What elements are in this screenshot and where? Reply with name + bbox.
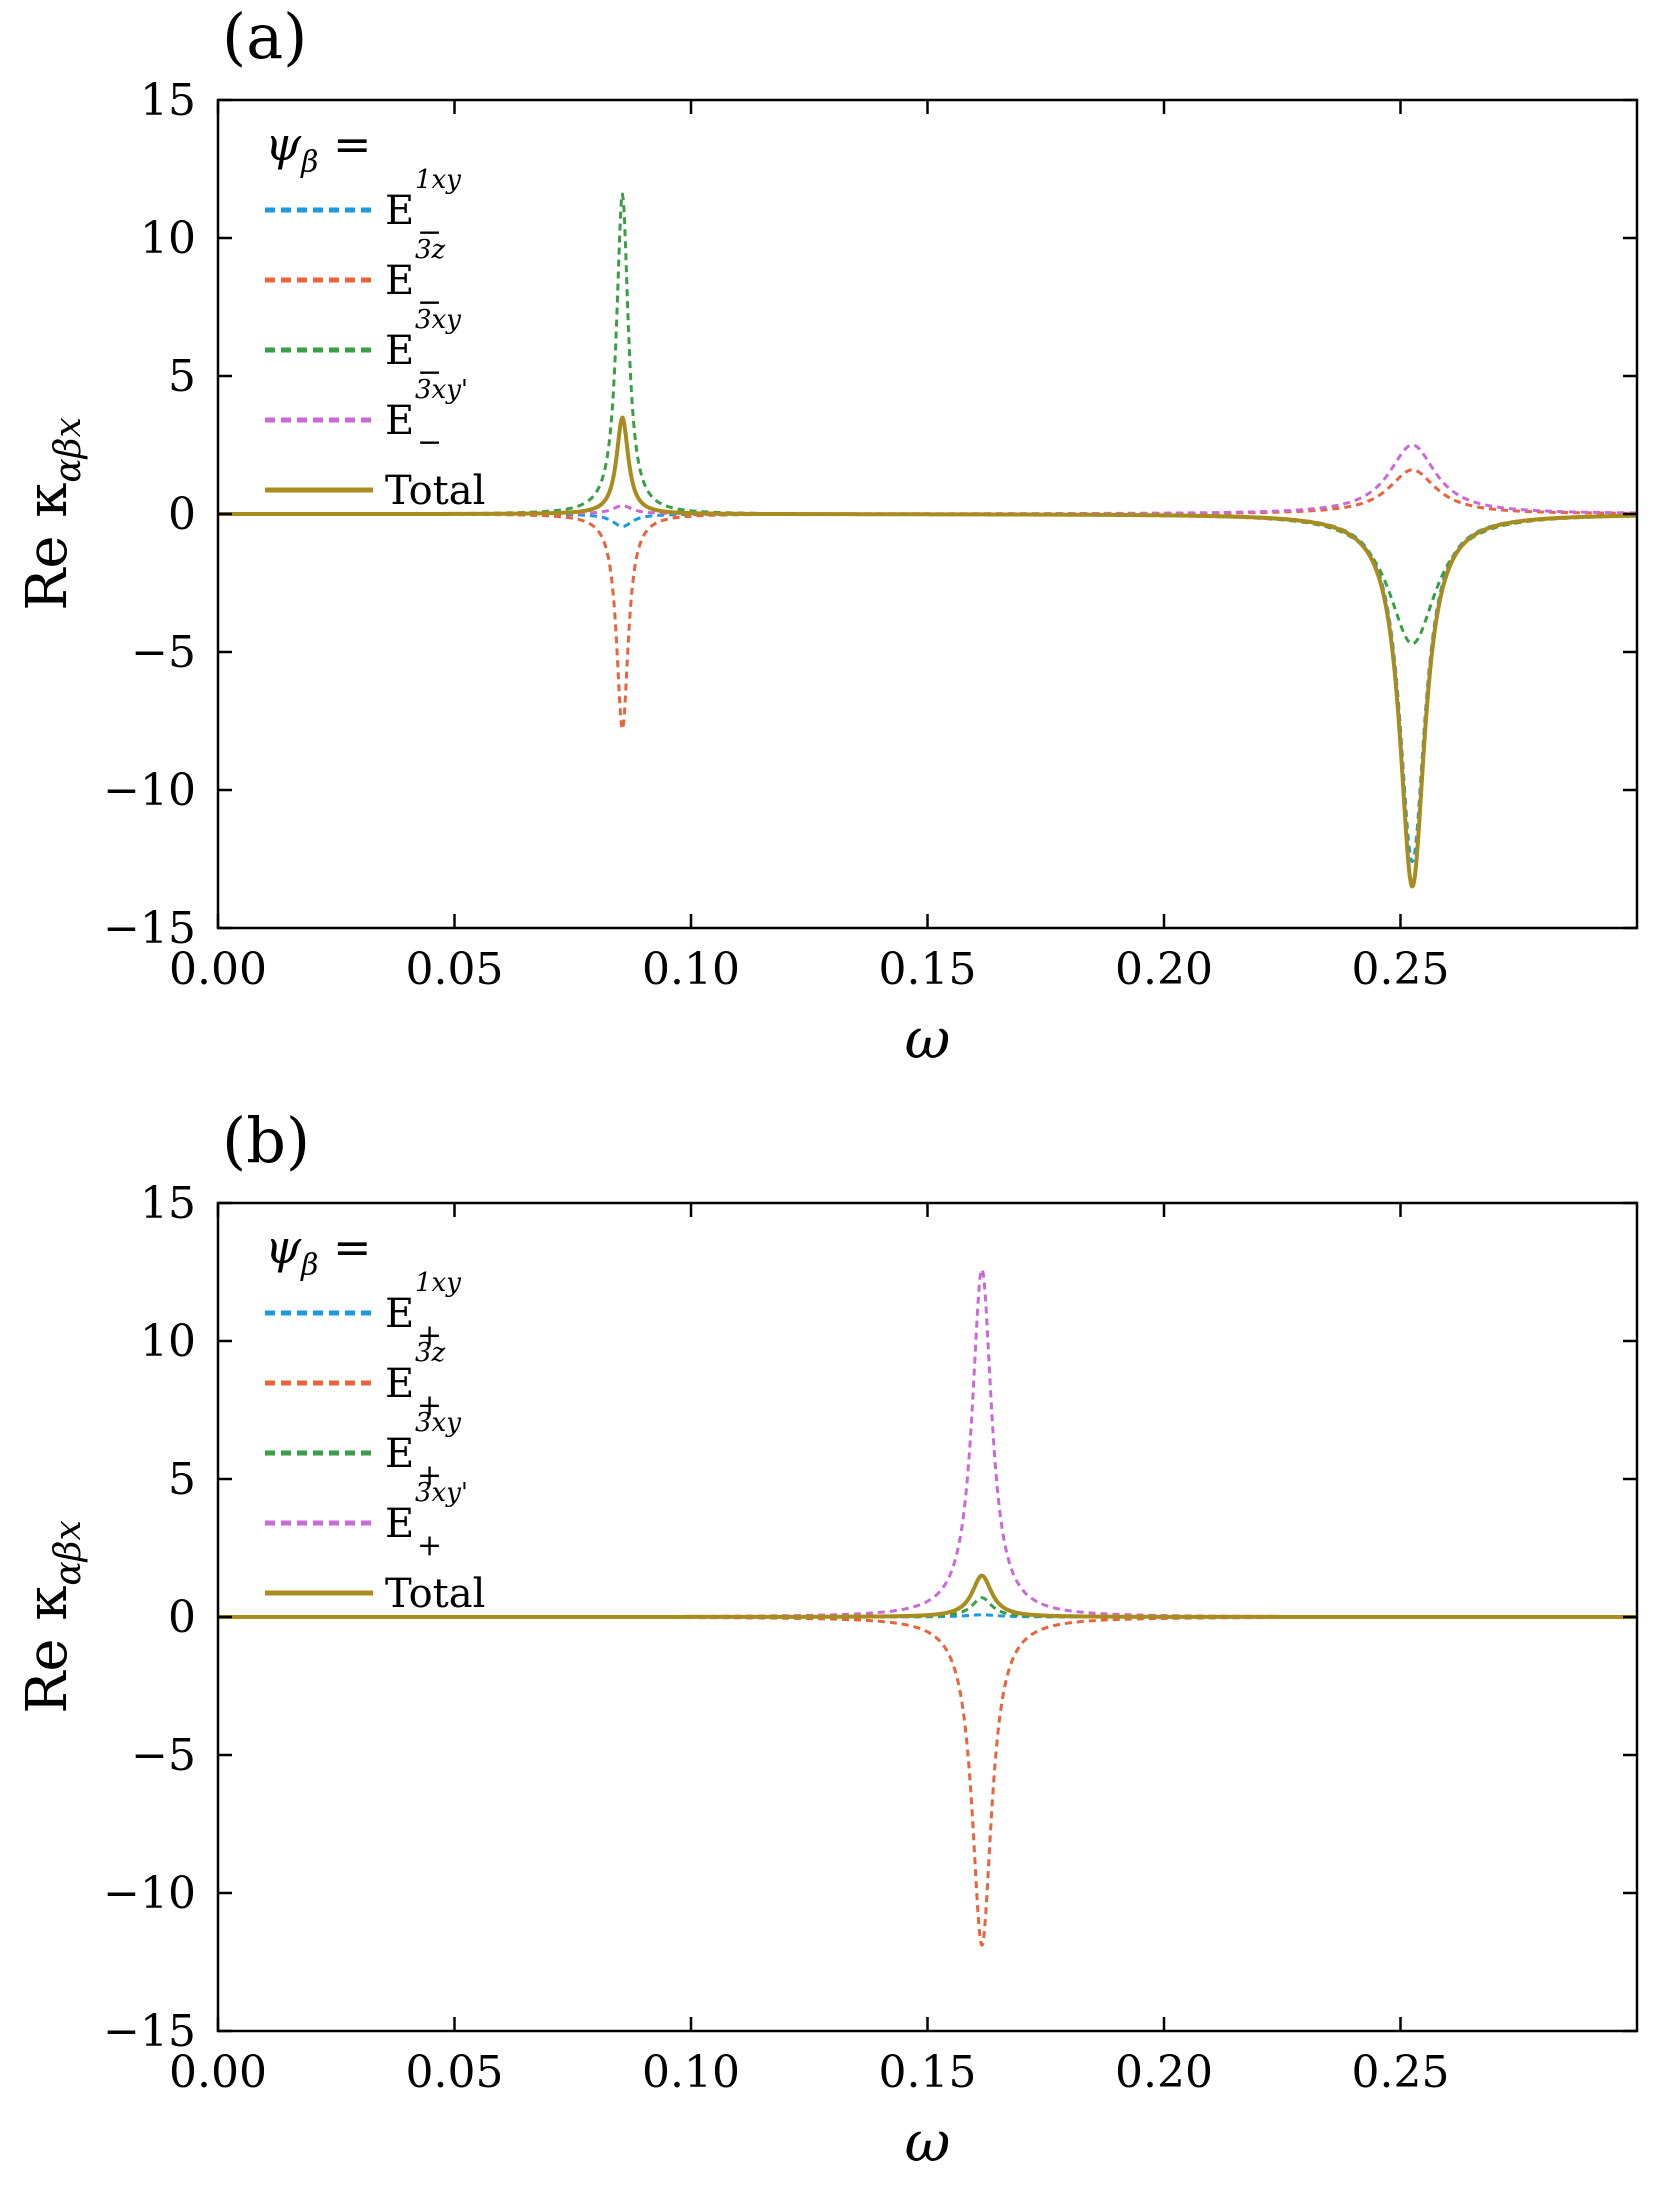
x-axis-label: ω: [905, 2110, 951, 2175]
legend-entry-sup: 3z: [415, 1338, 446, 1368]
legend-entry-sub: +: [417, 1458, 442, 1493]
legend-entry-3: E: [385, 1501, 414, 1547]
legend-entry-sup: 3z: [415, 235, 446, 265]
legend-entry-sub: +: [417, 1388, 442, 1423]
y-axis-label-subscript: αβx: [48, 1520, 89, 1585]
legend-entry-sup: 3xy: [415, 305, 461, 335]
y-tick-label: 5: [168, 351, 196, 402]
x-tick-label: 0.00: [169, 2047, 267, 2098]
y-axis-label: Re καβx: [15, 417, 89, 611]
y-tick-label: −5: [131, 1730, 196, 1781]
x-tick-label: 0.10: [642, 944, 740, 995]
x-tick-label: 0.15: [879, 2047, 977, 2098]
legend-entry-name: E: [385, 1361, 414, 1407]
x-tick-label: 0.05: [406, 944, 504, 995]
legend-entry-1: E: [385, 1361, 414, 1407]
legend-entry-name: E: [385, 1501, 414, 1547]
legend-entry-4: Total: [385, 1571, 485, 1617]
y-tick-label: 10: [140, 1316, 196, 1367]
x-tick-label: 0.15: [879, 944, 977, 995]
panel-b: (b) 0.00 0.05 0.10 0.15 0.20 0.25 15 10 5 0 −5 −10 −1…: [15, 1104, 1639, 2175]
legend-title: ψβ =: [265, 117, 372, 180]
legend-entry-4: Total: [385, 468, 485, 514]
series-line-0: [218, 512, 1637, 864]
panel-a: (a)0.00 0.05 0.10 0.15 0.20 0.25151050−5−10−1…: [15, 0, 1639, 1072]
y-tick-label: 15: [140, 1178, 196, 1229]
legend-entry-name: E: [385, 398, 414, 444]
legend-entry-sub: +: [417, 1318, 442, 1353]
legend-entry-sub: +: [417, 1528, 442, 1563]
x-tick-label: 0.20: [1115, 944, 1213, 995]
legend-entry-name: E: [385, 1431, 414, 1477]
legend-entry-name: Total: [385, 468, 485, 514]
legend-entry-sub: −: [417, 285, 442, 320]
panel-label: (b): [222, 1104, 310, 1177]
series-line-3: [218, 1268, 1637, 1619]
series-lines: [218, 192, 1637, 889]
legend-entry-sup: 1xy: [415, 1268, 461, 1298]
y-axis-label: Re καβx: [15, 1520, 89, 1714]
legend-entry-name: E: [385, 258, 414, 304]
x-tick-label: 0.20: [1115, 2047, 1213, 2098]
legend-title-psi: ψ: [265, 117, 302, 171]
legend-entry-sub: −: [417, 425, 442, 460]
series-line-4: [218, 415, 1637, 889]
x-tick-label: 0.25: [1352, 2047, 1450, 2098]
legend-title-sub: β: [300, 145, 318, 180]
legend-title-eq: =: [318, 1220, 371, 1274]
legend-entry-sup: 1xy: [415, 165, 461, 195]
y-tick-label: −15: [103, 2006, 196, 2057]
legend-entry-name: E: [385, 1291, 414, 1337]
y-axis-label-main: Re κ: [15, 483, 80, 611]
legend-title-psi: ψ: [265, 1220, 302, 1274]
x-axis-label: ω: [905, 1007, 951, 1072]
y-tick-label: −5: [131, 627, 196, 678]
x-tick-label: 0.00: [169, 944, 267, 995]
y-tick-label: −10: [103, 1868, 196, 1919]
y-axis-label-subscript: αβx: [48, 417, 89, 482]
series-line-4: [218, 1573, 1637, 1619]
y-tick-label: 0: [168, 1592, 196, 1643]
y-tick-label: −10: [103, 765, 196, 816]
legend-entry-sub: −: [417, 215, 442, 250]
legend-entry-sup: 3xy': [415, 375, 468, 405]
y-tick-label: −15: [103, 903, 196, 954]
y-tick-label: 5: [168, 1454, 196, 1505]
legend-entry-2: E: [385, 328, 414, 374]
legend-entry-0: E: [385, 1291, 414, 1337]
legend-entry-1: E: [385, 258, 414, 304]
legend-title: ψβ =: [265, 1220, 372, 1283]
y-tick-label: 0: [168, 489, 196, 540]
series-line-1: [218, 1615, 1637, 1947]
legend-entry-name: Total: [385, 1571, 485, 1617]
y-tick-label: 15: [140, 75, 196, 126]
legend-entry-sub: −: [417, 355, 442, 390]
legend-entry-3: E: [385, 398, 414, 444]
legend-title-sub: β: [300, 1248, 318, 1283]
x-tick-label: 0.10: [642, 2047, 740, 2098]
x-tick-label: 0.05: [406, 2047, 504, 2098]
legend-entry-0: E: [385, 188, 414, 234]
legend-entry-2: E: [385, 1431, 414, 1477]
y-tick-label: 10: [140, 213, 196, 264]
legend-entry-sup: 3xy': [415, 1478, 468, 1508]
legend-entry-sup: 3xy: [415, 1408, 461, 1438]
panel-label: (a): [222, 0, 307, 73]
y-axis-label-main: Re κ: [15, 1586, 80, 1714]
legend-entry-name: E: [385, 328, 414, 374]
legend-entry-name: E: [385, 188, 414, 234]
series-lines: [218, 1268, 1637, 1947]
x-tick-label: 0.25: [1352, 944, 1450, 995]
legend-title-eq: =: [318, 117, 371, 171]
